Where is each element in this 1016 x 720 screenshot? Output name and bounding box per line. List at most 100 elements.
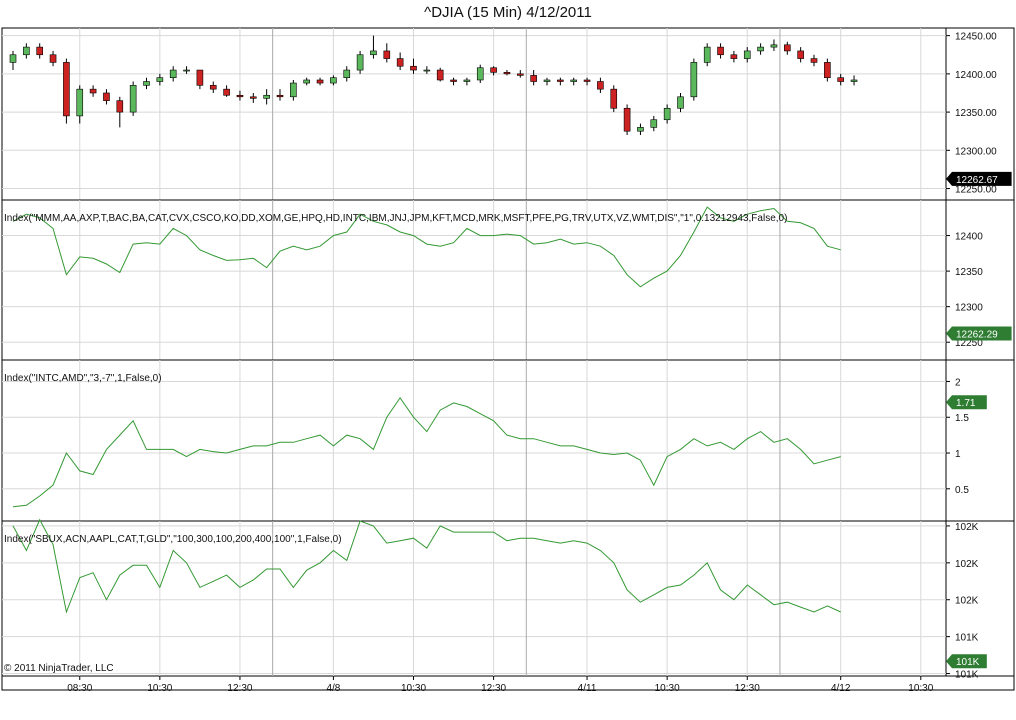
last-value-marker: [946, 326, 1012, 341]
candle-body: [330, 77, 337, 84]
candle-body: [490, 67, 497, 73]
x-tick-label: 4/8: [326, 683, 340, 694]
candle-body: [169, 69, 177, 78]
y-tick-label: 12400: [955, 232, 983, 243]
y-tick-label: 1: [955, 449, 961, 460]
y-tick-label: 102K: [955, 559, 979, 570]
candle-body: [597, 81, 604, 90]
panel-2-plot: [12, 206, 841, 288]
candle-body: [63, 62, 70, 117]
y-tick-label: 102K: [955, 522, 979, 533]
y-tick-label: 12350.00: [955, 108, 997, 119]
last-value-label: 101K: [956, 657, 980, 668]
candle-body: [236, 94, 244, 98]
candle-body: [623, 107, 631, 132]
candle-body: [23, 46, 30, 56]
candle-body: [76, 88, 84, 117]
y-tick-label: 101K: [955, 633, 979, 644]
chart-frame: [1, 27, 1015, 691]
candle-body: [743, 50, 751, 59]
candle-body: [770, 44, 778, 48]
x-tick-label: 10:30: [655, 683, 680, 694]
x-tick-label: 10:30: [147, 683, 172, 694]
copyright-text: © 2011 NinjaTrader, LLC: [4, 663, 114, 674]
candle-body: [89, 88, 97, 94]
candle-body: [143, 81, 150, 86]
candle-body: [196, 69, 204, 86]
y-tick-label: 102K: [955, 596, 979, 607]
candle-body: [370, 50, 377, 56]
x-tick-label: 12:30: [227, 683, 252, 694]
chart-title: ^DJIA (15 Min) 4/12/2011: [424, 4, 592, 21]
candle-body: [49, 54, 57, 63]
y-tick-label: 12300: [955, 303, 983, 314]
candle-body: [9, 54, 17, 63]
panel-2-title: Index("MMM,AA,AXP,T,BAC,BA,CAT,CVX,CSCO,…: [4, 213, 787, 224]
candle-body: [116, 100, 124, 113]
candle-body: [797, 50, 804, 59]
candle-body: [677, 96, 684, 109]
series-line: [12, 397, 841, 508]
candle-body: [276, 94, 284, 98]
y-tick-label: 12450.00: [955, 32, 997, 43]
candle-body: [690, 62, 698, 98]
candle-body: [543, 79, 551, 82]
candle-body: [156, 77, 164, 82]
panel-1-plot: [9, 35, 858, 136]
candle-body: [356, 54, 364, 71]
y-tick-label: 12400.00: [955, 70, 997, 81]
series-line: [12, 518, 841, 614]
candle-body: [476, 67, 484, 81]
candle-body: [850, 79, 858, 82]
candle-body: [129, 85, 137, 113]
candle-body: [783, 44, 791, 52]
candle-body: [463, 79, 471, 82]
candle-body: [583, 79, 591, 82]
panel-4-plot: [12, 518, 841, 614]
y-tick-label: 1.5: [955, 413, 969, 424]
candle-body: [103, 92, 110, 101]
y-tick-label: 101K: [955, 670, 979, 681]
y-tick-label: 12350: [955, 267, 983, 278]
y-tick-label: 12300.00: [955, 146, 997, 157]
candle-body: [303, 79, 311, 84]
last-value-label: 12262.67: [956, 175, 998, 186]
panel-4-title: Index("SBUX,ACN,AAPL,CAT,T,GLD","100,300…: [4, 534, 342, 545]
candle-body: [824, 62, 831, 78]
candle-body: [570, 79, 578, 82]
x-tick-label: 12:30: [735, 683, 760, 694]
candle-body: [530, 75, 537, 82]
candle-body: [290, 82, 297, 98]
x-tick-label: 4/12: [831, 683, 851, 694]
candle-body: [410, 65, 417, 71]
candle-body: [450, 79, 457, 82]
candle-body: [663, 107, 671, 121]
x-tick-label: 10:30: [908, 683, 933, 694]
candle-body: [730, 54, 738, 59]
candle-body: [650, 119, 658, 128]
y-tick-label: 2: [955, 377, 961, 388]
x-tick-label: 12:30: [481, 683, 506, 694]
last-value-marker: [946, 395, 987, 410]
last-value-marker: [946, 171, 1012, 186]
candle-body: [837, 77, 845, 82]
candle-body: [36, 46, 44, 56]
candle-body: [810, 58, 818, 63]
candle-body: [703, 46, 711, 63]
panel-3-title: Index("INTC,AMD","3,-7",1,False,0): [4, 373, 162, 384]
candle-body: [183, 69, 190, 72]
candle-body: [637, 127, 644, 132]
candle-body: [423, 69, 431, 72]
x-tick-label: 10:30: [401, 683, 426, 694]
candle-body: [223, 88, 230, 96]
candle-body: [263, 94, 270, 99]
candle-body: [503, 72, 511, 75]
candle-body: [316, 79, 324, 84]
y-tick-label: 12250: [955, 338, 983, 349]
panel-3-plot: [12, 397, 841, 508]
candle-body: [717, 46, 724, 56]
candle-body: [516, 73, 524, 76]
candle-body: [209, 85, 217, 90]
x-tick-label: 4/11: [578, 683, 597, 694]
